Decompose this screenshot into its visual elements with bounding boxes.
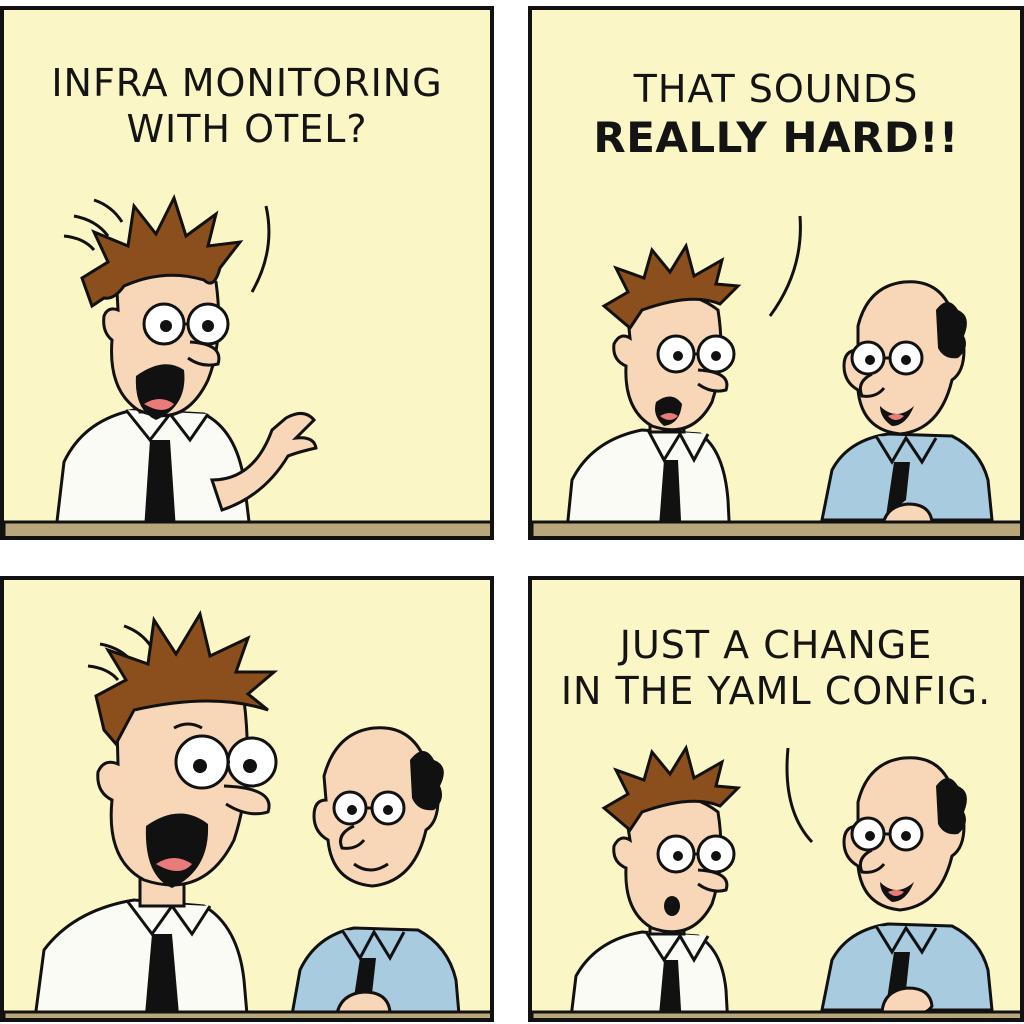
desk: [4, 1010, 490, 1018]
panel-4-caption: JUST A CHANGE IN THE YAML CONFIG.: [532, 622, 1020, 715]
desk: [4, 520, 490, 536]
bald-manager-icon: [289, 726, 461, 1018]
caption-line: THAT SOUNDS: [633, 67, 919, 111]
desk: [532, 520, 1020, 536]
caption-line-emphasis: REALLY HARD!!: [593, 113, 959, 163]
comic-panel-3: [0, 576, 494, 1022]
engineer-icon: [564, 242, 742, 536]
caption-line: INFRA MONITORING: [51, 61, 443, 105]
bald-manager-icon: [820, 280, 994, 533]
speech-tail-icon: [768, 215, 802, 317]
caption-line: WITH OTEL?: [126, 107, 368, 152]
comic-panel-2: THAT SOUNDS REALLY HARD!!: [528, 6, 1024, 540]
comic-panel-1: INFRA MONITORING WITH OTEL?: [0, 6, 494, 540]
panel-4-art: [532, 744, 1020, 1018]
alarmed-engineer-icon: [33, 610, 279, 1018]
panel-3-art: [4, 610, 490, 1018]
caption-line: IN THE YAML CONFIG.: [560, 669, 992, 714]
panel-2-caption: THAT SOUNDS REALLY HARD!!: [532, 66, 1020, 164]
nervous-engineer-icon: [54, 194, 318, 532]
speech-tail-icon: [785, 747, 814, 844]
panel-2-art: [532, 215, 1020, 536]
panel-1-art: [4, 194, 490, 536]
caption-line: JUST A CHANGE: [619, 623, 933, 667]
bald-manager-icon: [820, 756, 994, 1017]
motion-lines-icon: [63, 198, 124, 252]
engineer-icon: [569, 744, 742, 1018]
panel-1-caption: INFRA MONITORING WITH OTEL?: [4, 60, 490, 153]
desk: [532, 1010, 1020, 1018]
comic-panel-4: JUST A CHANGE IN THE YAML CONFIG.: [528, 576, 1024, 1022]
speech-tail-icon: [250, 205, 271, 293]
